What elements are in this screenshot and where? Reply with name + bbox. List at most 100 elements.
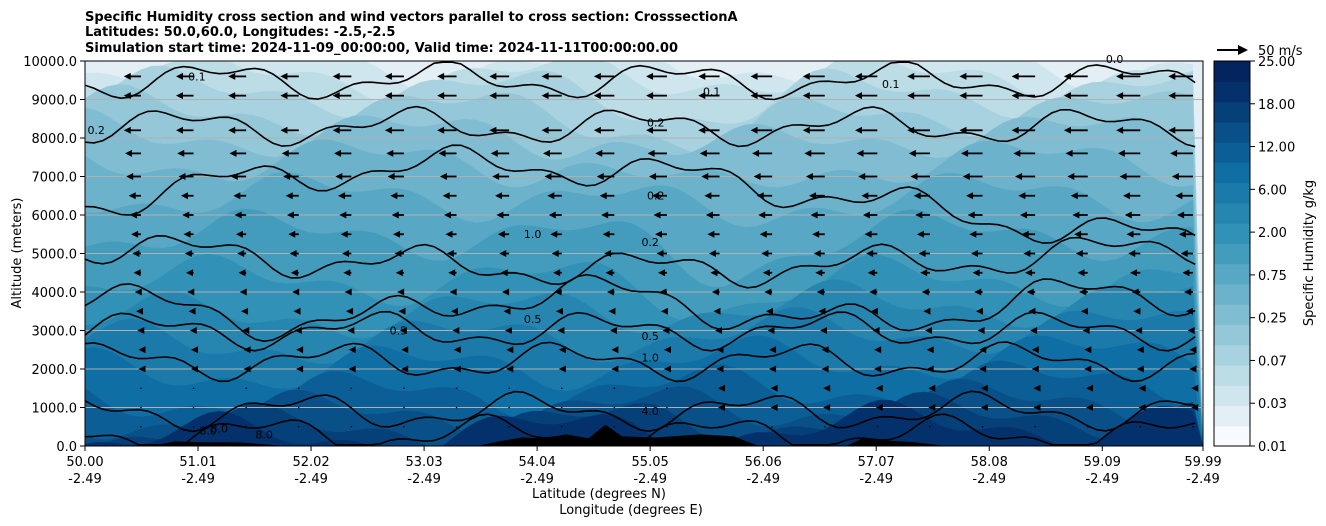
- wind-vector: [875, 404, 883, 411]
- wind-vector: [492, 173, 510, 180]
- wind-vector: [975, 307, 983, 315]
- colorbar-tick-label: 0.01: [1258, 440, 1287, 455]
- colorbar-segment: [1214, 223, 1250, 244]
- wind-vector: [241, 307, 249, 315]
- wind-vector: [657, 269, 667, 277]
- wind-vector: [823, 425, 826, 428]
- wind-vector: [1170, 149, 1193, 157]
- wind-vector: [750, 126, 773, 134]
- wind-vector: [611, 346, 619, 354]
- wind-vector: [541, 72, 562, 80]
- x-tick-label-lat: 50.00: [66, 455, 103, 470]
- wind-vector: [541, 126, 562, 134]
- wind-vector: [390, 192, 404, 200]
- wind-vector: [235, 230, 247, 238]
- colorbar-tick-label: 25.00: [1258, 55, 1295, 70]
- wind-vector: [439, 173, 457, 180]
- wind-vector: [332, 92, 352, 100]
- wind-vector: [175, 126, 194, 134]
- colorbar-tick-label: 0.03: [1258, 397, 1287, 412]
- x-tick-label-lat: 59.09: [1084, 455, 1121, 470]
- wind-vector: [1116, 92, 1141, 100]
- wind-vector: [802, 92, 825, 100]
- wind-vector: [959, 92, 983, 100]
- wind-vector: [1184, 288, 1193, 296]
- wind-vector: [334, 149, 352, 157]
- wind-vector: [765, 307, 773, 315]
- contour-line: [85, 144, 1196, 244]
- colorbar-segment: [1214, 121, 1250, 143]
- wind-vector: [704, 192, 720, 200]
- x-tick-label-lon: -2.49: [859, 472, 893, 487]
- x-tick-label-lat: 59.99: [1184, 455, 1221, 470]
- wind-vector: [756, 192, 773, 200]
- wind-vector: [1171, 173, 1193, 180]
- wind-vector: [129, 211, 141, 219]
- wind-vector: [1189, 365, 1197, 373]
- wind-vector: [555, 307, 563, 315]
- wind-vector: [874, 346, 882, 354]
- wind-vector: [243, 365, 251, 373]
- wind-vector: [604, 250, 615, 257]
- wind-vector: [1063, 92, 1088, 100]
- wind-vector: [1086, 404, 1094, 411]
- wind-vector: [764, 288, 773, 296]
- contour-line: [85, 273, 1196, 343]
- wind-vector: [864, 230, 878, 238]
- wind-vector: [660, 307, 668, 315]
- wind-vector: [646, 92, 667, 100]
- humidity-band: [85, 399, 1203, 446]
- colorbar-label: Specific Humidity g/kg: [1302, 180, 1317, 326]
- wind-vector: [874, 365, 882, 373]
- contour-label: 0.5: [641, 330, 659, 343]
- wind-vector: [490, 149, 510, 157]
- x-tick-label-lon: -2.49: [520, 472, 554, 487]
- wind-vector: [503, 307, 511, 315]
- wind-vector: [921, 288, 930, 296]
- wind-vector: [452, 327, 460, 334]
- wind-vector: [820, 327, 828, 334]
- x-tick-label-lat: 55.05: [632, 455, 669, 470]
- wind-vector: [437, 126, 457, 134]
- wind-vector: [508, 406, 510, 409]
- colorbar-frame: [1213, 60, 1251, 447]
- wind-vector: [504, 327, 512, 334]
- wind-vector: [750, 72, 773, 80]
- wind-vector: [338, 192, 352, 200]
- wind-vector: [557, 327, 565, 334]
- x-tick-label-lat: 58.08: [971, 455, 1008, 470]
- wind-vector: [1180, 250, 1193, 257]
- wind-vector: [972, 269, 983, 277]
- wind-vector: [810, 211, 825, 219]
- wind-vector: [716, 346, 724, 354]
- x-tick-label-lon: -2.49: [68, 472, 102, 487]
- wind-vector: [553, 269, 562, 277]
- wind-vector: [1011, 72, 1036, 80]
- wind-vector: [499, 250, 510, 257]
- wind-vector: [448, 269, 457, 277]
- wind-vector: [340, 230, 352, 238]
- wind-vector: [289, 250, 299, 257]
- chart-title: Specific Humidity cross section and wind…: [85, 10, 738, 56]
- colorbar-segments: [1214, 61, 1250, 447]
- wind-vector: [1123, 192, 1141, 200]
- x-axis-label-lon: Longitude (degrees E): [559, 503, 703, 518]
- wind-vector: [1074, 230, 1088, 238]
- colorbar-segment: [1214, 81, 1250, 103]
- colorbar-segment: [1214, 425, 1250, 447]
- contour-line: [85, 390, 1196, 433]
- wind-vector: [285, 192, 299, 200]
- wind-vector: [609, 327, 617, 334]
- wind-vector: [191, 365, 199, 373]
- title-line-3: Simulation start time: 2024-11-09_00:00:…: [85, 41, 678, 56]
- wind-vector: [455, 425, 458, 428]
- wind-vector: [815, 269, 825, 277]
- wind-vector: [489, 92, 510, 100]
- wind-vector: [403, 425, 405, 428]
- wind-vector: [918, 250, 930, 257]
- wind-vector: [613, 425, 616, 428]
- wind-vector: [753, 173, 773, 180]
- wind-vector: [451, 307, 459, 315]
- wind-vector: [1131, 288, 1141, 296]
- y-tick-label: 5000.0: [32, 248, 78, 263]
